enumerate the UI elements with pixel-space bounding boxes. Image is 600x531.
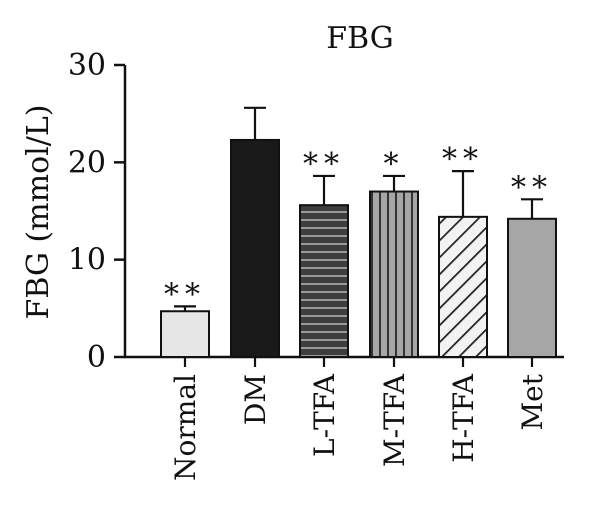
x-category-label: DM (239, 374, 272, 425)
bar (507, 217, 557, 358)
x-category-label: Normal (169, 374, 202, 481)
y-tick-label: 20 (68, 145, 106, 180)
significance-marker: ** (511, 170, 553, 205)
x-category-label: M-TFA (378, 373, 411, 467)
x-category-label: H-TFA (447, 373, 480, 463)
bar (160, 310, 210, 358)
significance-marker: ** (164, 277, 206, 312)
x-categories: Normal DM L-TFA M-TFA H-TFA Met (169, 357, 549, 481)
significance-marker: ** (442, 142, 484, 177)
bar (230, 138, 280, 358)
y-axis-label: FBG (mmol/L) (21, 105, 56, 320)
bars: **** * **** (160, 106, 557, 358)
bar (369, 190, 419, 358)
y-tick-label: 30 (68, 48, 106, 83)
bar (438, 215, 488, 358)
x-category-label: L-TFA (308, 373, 341, 457)
chart-title: FBG (326, 21, 393, 56)
y-ticks: 0 10 20 30 (68, 48, 125, 375)
bar (299, 204, 349, 358)
significance-marker: ** (303, 147, 345, 182)
x-category-label: Met (516, 373, 549, 430)
significance-marker: * (384, 147, 405, 182)
y-tick-label: 10 (68, 243, 106, 278)
y-tick-label: 0 (87, 340, 106, 375)
